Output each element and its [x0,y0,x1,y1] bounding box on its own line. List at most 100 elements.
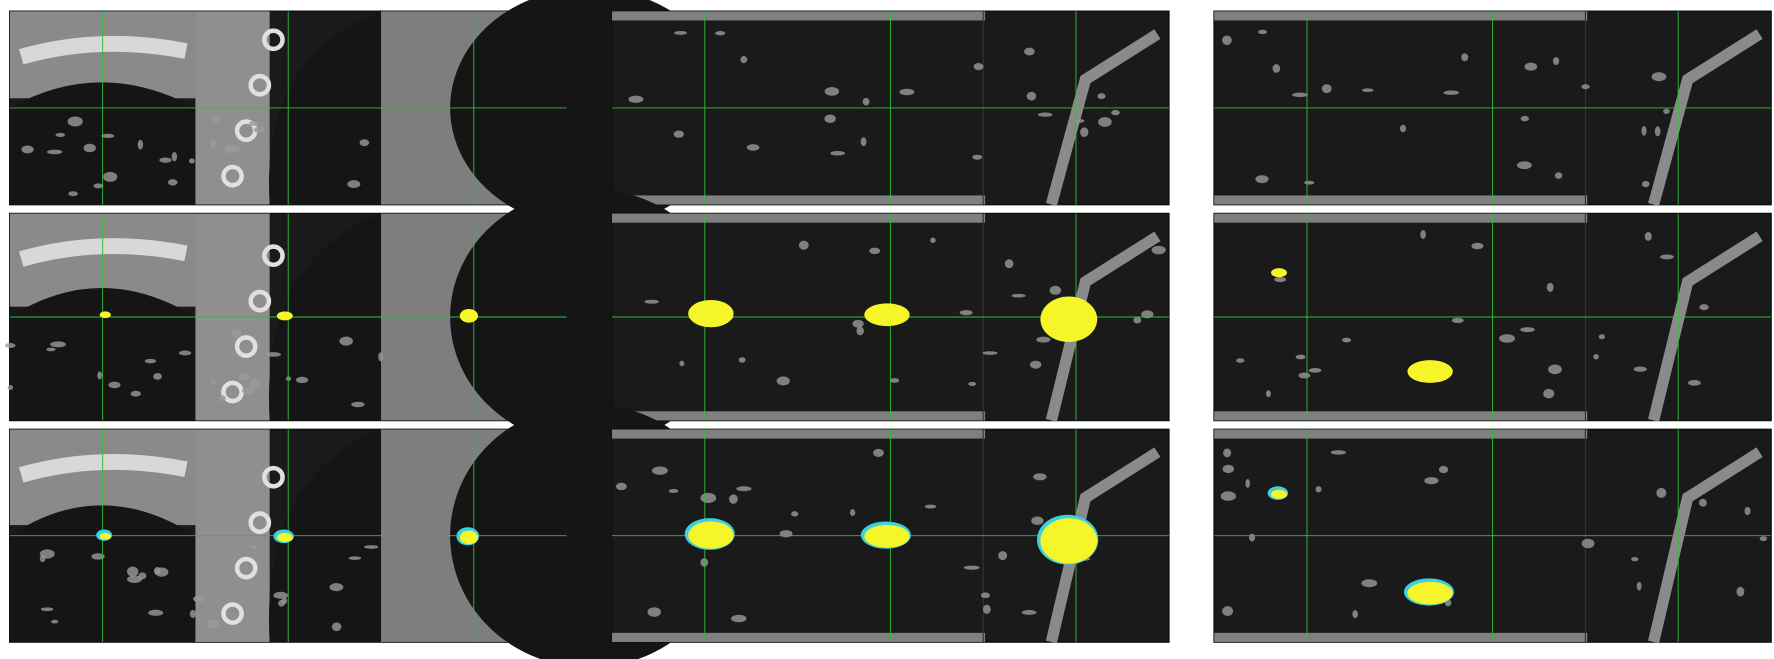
vertebra [221,380,244,404]
vessel [740,56,748,64]
vessel [668,489,679,493]
vessel [1699,304,1709,311]
vessel [103,171,118,182]
vessel [137,139,144,150]
vessel [231,328,242,338]
vessel [97,371,103,380]
vessel [1736,586,1745,597]
vessel [1641,125,1647,136]
vessel [46,347,56,352]
vessel [1274,276,1287,283]
vessel [1248,533,1256,542]
vessel [1236,358,1245,363]
segmentation-mask [1271,268,1287,278]
vessel [127,575,143,584]
vessel [248,121,259,127]
vessel [1516,161,1532,170]
segmentation-mask [864,524,910,548]
vessel [1220,491,1236,501]
vessel [1644,231,1652,241]
vessel [378,352,384,362]
vertebra [248,289,272,313]
vessel [849,509,856,516]
vessel [982,604,991,614]
vessel [192,595,205,603]
vessel [188,158,195,164]
vessel [1031,516,1044,526]
vessel [1004,259,1014,269]
vessel [930,237,936,244]
vessel [1420,230,1426,239]
vessel [209,138,217,148]
vessel-branch [1045,231,1161,422]
vessel [1222,464,1235,474]
vessel [1029,360,1042,369]
vessel [776,376,790,386]
vessel [171,152,178,162]
scan-panel [1213,10,1772,207]
scan-panel [8,0,729,228]
vessel [798,240,809,250]
vessel [1223,448,1232,458]
scan-panel [1213,212,1772,422]
rib [19,238,188,267]
segmentation-mask [688,299,734,328]
vertebra [221,602,244,625]
vessel [148,609,164,616]
vessel [178,350,192,356]
rib [19,454,188,483]
vessel [250,545,258,550]
vessel [924,504,937,509]
vessel [1024,47,1035,56]
vessel [138,572,147,580]
vessel [1021,610,1037,615]
vessel [1399,124,1407,133]
vessel [1543,388,1555,399]
vessel [628,95,644,103]
vessel [860,137,867,147]
vessel [68,191,78,197]
vessel [1471,242,1484,250]
vessel [1744,506,1751,516]
vessel [862,97,870,106]
vessel [331,622,342,632]
vessel [227,144,241,153]
vessel-branch [1045,29,1161,207]
vessel [1049,285,1062,295]
vessel [959,310,973,316]
bottom-bar [1214,195,1588,205]
scan-panel [611,10,1170,207]
vessel [824,86,840,96]
top-bar [612,11,986,21]
vessel [1654,126,1661,137]
vessel [1222,35,1232,46]
bottom-bar [612,632,986,642]
segmentation-mask [99,532,111,540]
vessel [1080,127,1089,138]
vessel [21,145,34,154]
vessel [144,358,157,364]
segmentation-mask [864,303,910,327]
top-bar [1214,429,1588,439]
vertebra [262,244,285,268]
vessel [1659,254,1675,260]
top-bar [1214,213,1588,223]
vessel [206,619,219,629]
vessel [830,151,845,156]
vessel [998,551,1008,561]
vessel [700,558,709,567]
vessel [126,566,139,577]
vessel-branch [1045,447,1161,644]
vessel [647,607,661,617]
vessel [1298,372,1311,379]
vessel [1330,450,1347,455]
vessel [1272,64,1281,73]
vessel [278,600,285,607]
vessel [1292,92,1308,98]
vessel [46,149,63,155]
vessel [329,583,344,592]
vessel [1520,327,1535,333]
vessel-branch [1648,447,1763,644]
vessel [210,380,216,386]
